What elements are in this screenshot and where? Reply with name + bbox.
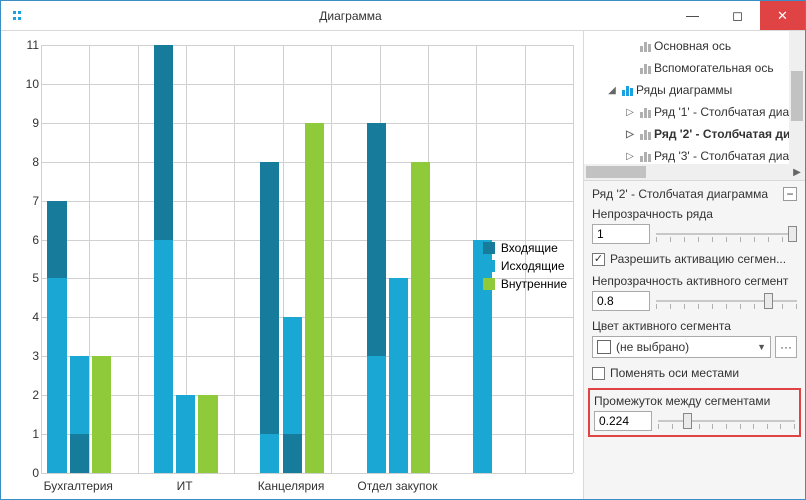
window-title: Диаграмма — [31, 9, 670, 23]
bar[interactable] — [367, 356, 386, 473]
active-opacity-label: Непрозрачность активного сегмент — [592, 274, 797, 288]
legend-item: Исходящие — [483, 259, 567, 273]
active-color-select[interactable]: (не выбрано) ▼ — [592, 336, 771, 358]
active-color-text: (не выбрано) — [616, 340, 689, 354]
bar[interactable] — [260, 162, 279, 473]
bar[interactable] — [260, 434, 279, 473]
x-tick-label: Канцелярия — [258, 479, 325, 493]
opacity-slider[interactable] — [656, 224, 797, 244]
tree-item-label: Основная ось — [654, 39, 731, 53]
legend-item: Внутренние — [483, 277, 567, 291]
maximize-button[interactable]: ◻ — [715, 1, 760, 30]
properties-panel: Ряд '2' - Столбчатая диаграмма − Непрозр… — [584, 181, 805, 499]
expand-icon[interactable]: ▷ — [624, 107, 636, 118]
tree-item-label: Ряд '2' - Столбчатая диа — [654, 127, 797, 141]
x-tick-label: ИТ — [177, 479, 193, 493]
tree-item[interactable]: Основная ось — [588, 35, 805, 57]
x-tick-label: Бухгалтерия — [44, 479, 113, 493]
bar[interactable] — [47, 278, 66, 473]
opacity-input[interactable] — [592, 224, 650, 244]
bar[interactable] — [92, 356, 111, 473]
bar[interactable] — [389, 278, 408, 473]
y-tick-label: 9 — [19, 116, 39, 130]
y-tick-label: 7 — [19, 194, 39, 208]
bar[interactable] — [154, 240, 173, 473]
chart-legend: Входящие Исходящие Внутренние — [483, 241, 567, 295]
y-tick-label: 4 — [19, 310, 39, 324]
bars-icon — [636, 40, 654, 52]
gap-input[interactable] — [594, 411, 652, 431]
tree-item-label: Ряды диаграммы — [636, 83, 732, 97]
bars-icon — [636, 62, 654, 74]
bar[interactable] — [283, 434, 302, 473]
bars-icon — [636, 150, 654, 162]
tree-item[interactable]: ▷ Ряд '1' - Столбчатая диагр — [588, 101, 805, 123]
legend-swatch-icon — [483, 278, 495, 290]
bars-icon — [618, 84, 636, 96]
tree-vscroll[interactable] — [789, 31, 805, 164]
collapse-button[interactable]: − — [783, 187, 797, 201]
chart-area: 0 1 2 3 4 5 6 7 8 9 10 11 Бухгалтерия ИТ Канцелярия От… — [1, 31, 583, 499]
y-tick-label: 8 — [19, 155, 39, 169]
color-swatch-icon — [597, 340, 611, 354]
bar[interactable] — [411, 162, 430, 473]
tree-hscroll[interactable]: ◀▶ — [584, 164, 805, 180]
expand-icon[interactable]: ▷ — [624, 151, 636, 162]
y-tick-label: 5 — [19, 271, 39, 285]
gap-label: Промежуток между сегментами — [594, 394, 795, 408]
x-tick-label: Отдел закупок — [357, 479, 437, 493]
tree-view[interactable]: Основная ось Вспомогательная ось ◢ Ряды диа… — [584, 31, 805, 181]
bars-icon — [636, 128, 654, 140]
close-button[interactable]: ✕ — [760, 1, 805, 30]
tree-item[interactable]: ◢ Ряды диаграммы — [588, 79, 805, 101]
gap-slider[interactable] — [658, 411, 795, 431]
legend-item: Входящие — [483, 241, 567, 255]
tree-item-label: Ряд '3' - Столбчатая диагр — [654, 149, 800, 163]
swap-axes-label: Поменять оси местами — [610, 366, 739, 380]
bar[interactable] — [198, 395, 217, 473]
gap-group: Промежуток между сегментами — [588, 388, 801, 437]
y-tick-label: 11 — [19, 38, 39, 52]
allow-activate-label: Разрешить активацию сегмен... — [610, 252, 786, 266]
active-opacity-input[interactable] — [592, 291, 650, 311]
tree-item[interactable]: Вспомогательная ось — [588, 57, 805, 79]
prop-header-label: Ряд '2' - Столбчатая диаграмма — [592, 187, 768, 201]
y-tick-label: 1 — [19, 427, 39, 441]
titlebar: Диаграмма — ◻ ✕ — [1, 1, 805, 31]
y-tick-label: 10 — [19, 77, 39, 91]
tree-item[interactable]: ▷ Ряд '2' - Столбчатая диа — [588, 123, 805, 145]
y-tick-label: 2 — [19, 388, 39, 402]
allow-activate-checkbox[interactable]: ✓ — [592, 253, 605, 266]
active-color-label: Цвет активного сегмента — [592, 319, 797, 333]
y-tick-label: 0 — [19, 466, 39, 480]
tree-item-label: Вспомогательная ось — [654, 61, 774, 75]
side-panel: Основная ось Вспомогательная ось ◢ Ряды диа… — [583, 31, 805, 499]
legend-swatch-icon — [483, 242, 495, 254]
bars-icon — [636, 106, 654, 118]
tree-item-label: Ряд '1' - Столбчатая диагр — [654, 105, 800, 119]
chevron-down-icon: ▼ — [757, 342, 766, 352]
minimize-button[interactable]: — — [670, 1, 715, 30]
expand-icon[interactable]: ▷ — [624, 129, 636, 140]
y-tick-label: 3 — [19, 349, 39, 363]
opacity-label: Непрозрачность ряда — [592, 207, 797, 221]
legend-label: Исходящие — [501, 259, 565, 273]
legend-swatch-icon — [483, 260, 495, 272]
color-reset-button[interactable]: ··· — [775, 336, 797, 358]
bar[interactable] — [305, 123, 324, 473]
expand-icon[interactable]: ◢ — [606, 85, 618, 96]
y-tick-label: 6 — [19, 233, 39, 247]
swap-axes-checkbox[interactable] — [592, 367, 605, 380]
bar[interactable] — [70, 434, 89, 473]
app-icon — [1, 11, 31, 21]
legend-label: Входящие — [501, 241, 558, 255]
bar[interactable] — [176, 395, 195, 473]
active-opacity-slider[interactable] — [656, 291, 797, 311]
legend-label: Внутренние — [501, 277, 567, 291]
